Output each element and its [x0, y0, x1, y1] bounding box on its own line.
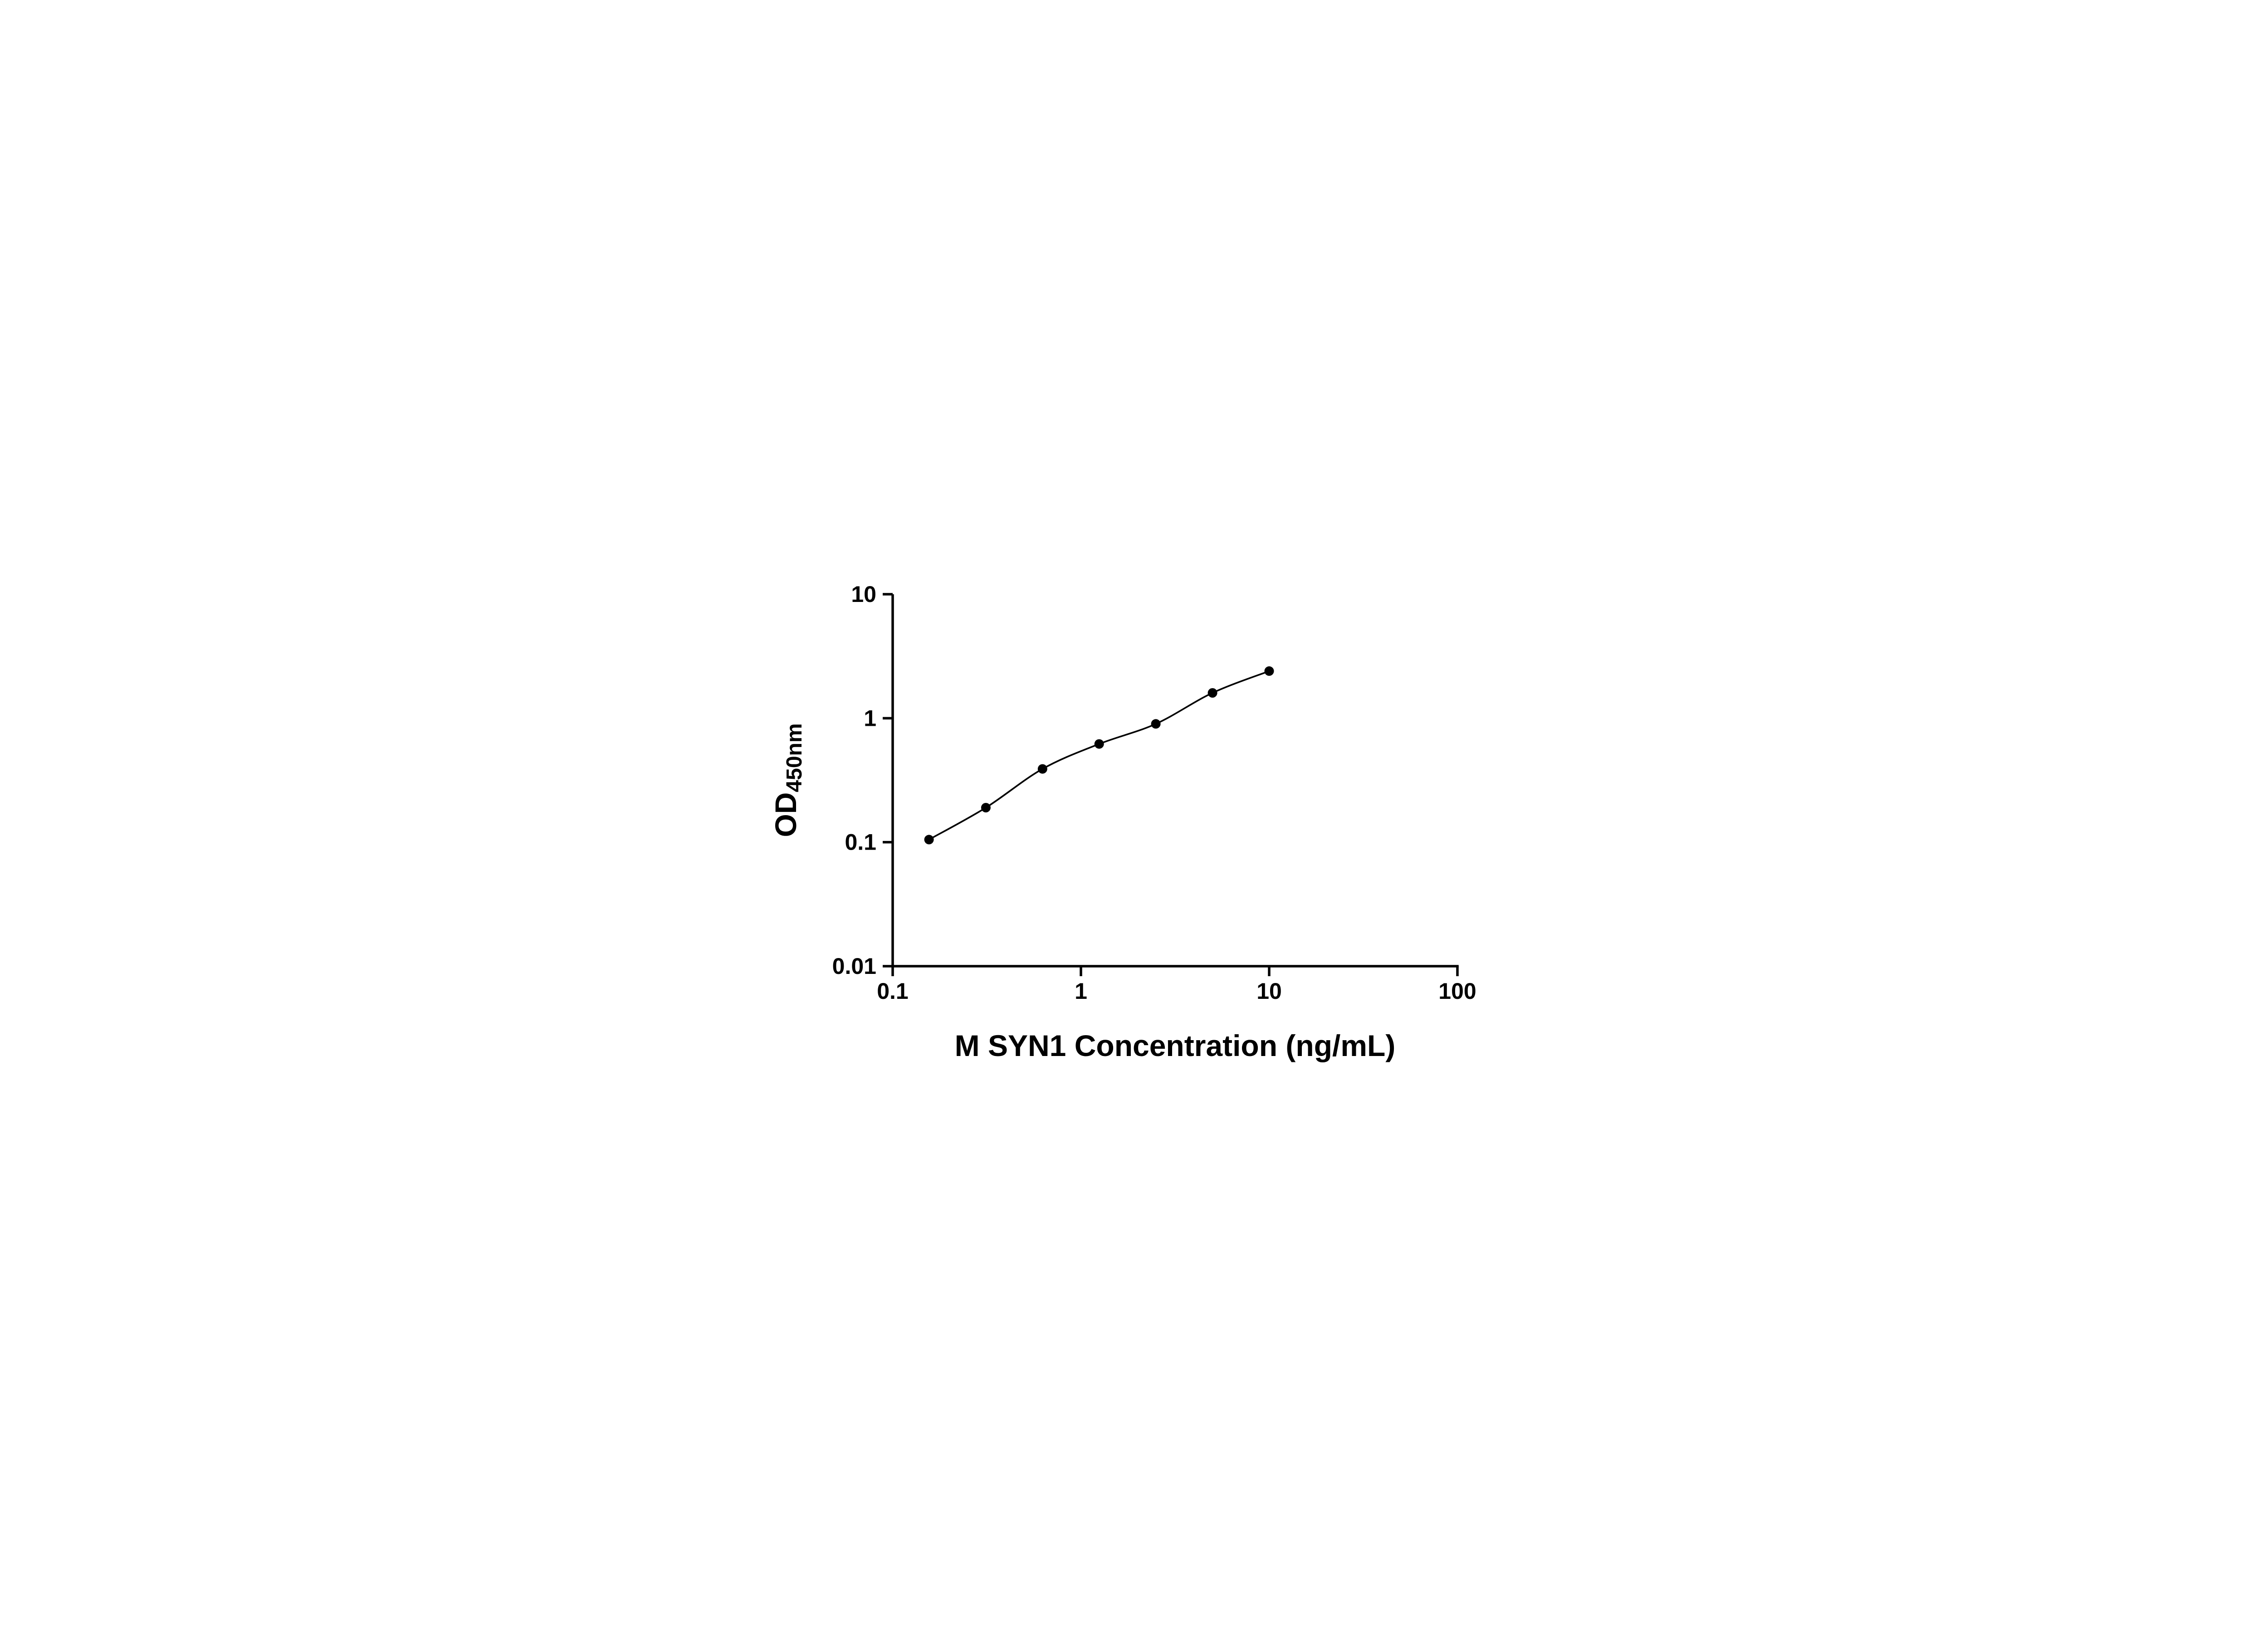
data-point-marker [1094, 739, 1104, 749]
x-tick-label: 1 [1075, 978, 1087, 1004]
x-axis-title: M SYN1 Concentration (ng/mL) [955, 1029, 1396, 1062]
data-point-marker [924, 835, 934, 845]
data-point-marker [1151, 719, 1161, 729]
data-point-marker [1037, 764, 1047, 774]
y-tick-label: 0.01 [832, 953, 876, 979]
y-tick-label: 0.1 [845, 830, 876, 855]
x-tick-label: 100 [1438, 978, 1476, 1004]
data-point-marker [981, 803, 991, 812]
y-tick-label: 10 [851, 582, 876, 607]
data-point-marker [1207, 688, 1217, 698]
tick-marks [883, 593, 1459, 976]
y-axis-title-main: OD [769, 792, 802, 837]
x-tick-label: 0.1 [877, 978, 909, 1004]
plot-background [745, 544, 1523, 1089]
data-points [924, 666, 1274, 845]
elisa-standard-curve-figure: 0.1 1 10 100 0.01 0.1 1 10 M SYN1 Concentration… [745, 544, 1523, 1089]
y-tick-label: 1 [864, 705, 876, 731]
data-point-marker [1264, 666, 1274, 676]
y-axis-title: OD450nm [769, 723, 807, 837]
y-axis-title-subscript: 450nm [782, 723, 807, 792]
x-tick-label: 10 [1256, 978, 1282, 1004]
